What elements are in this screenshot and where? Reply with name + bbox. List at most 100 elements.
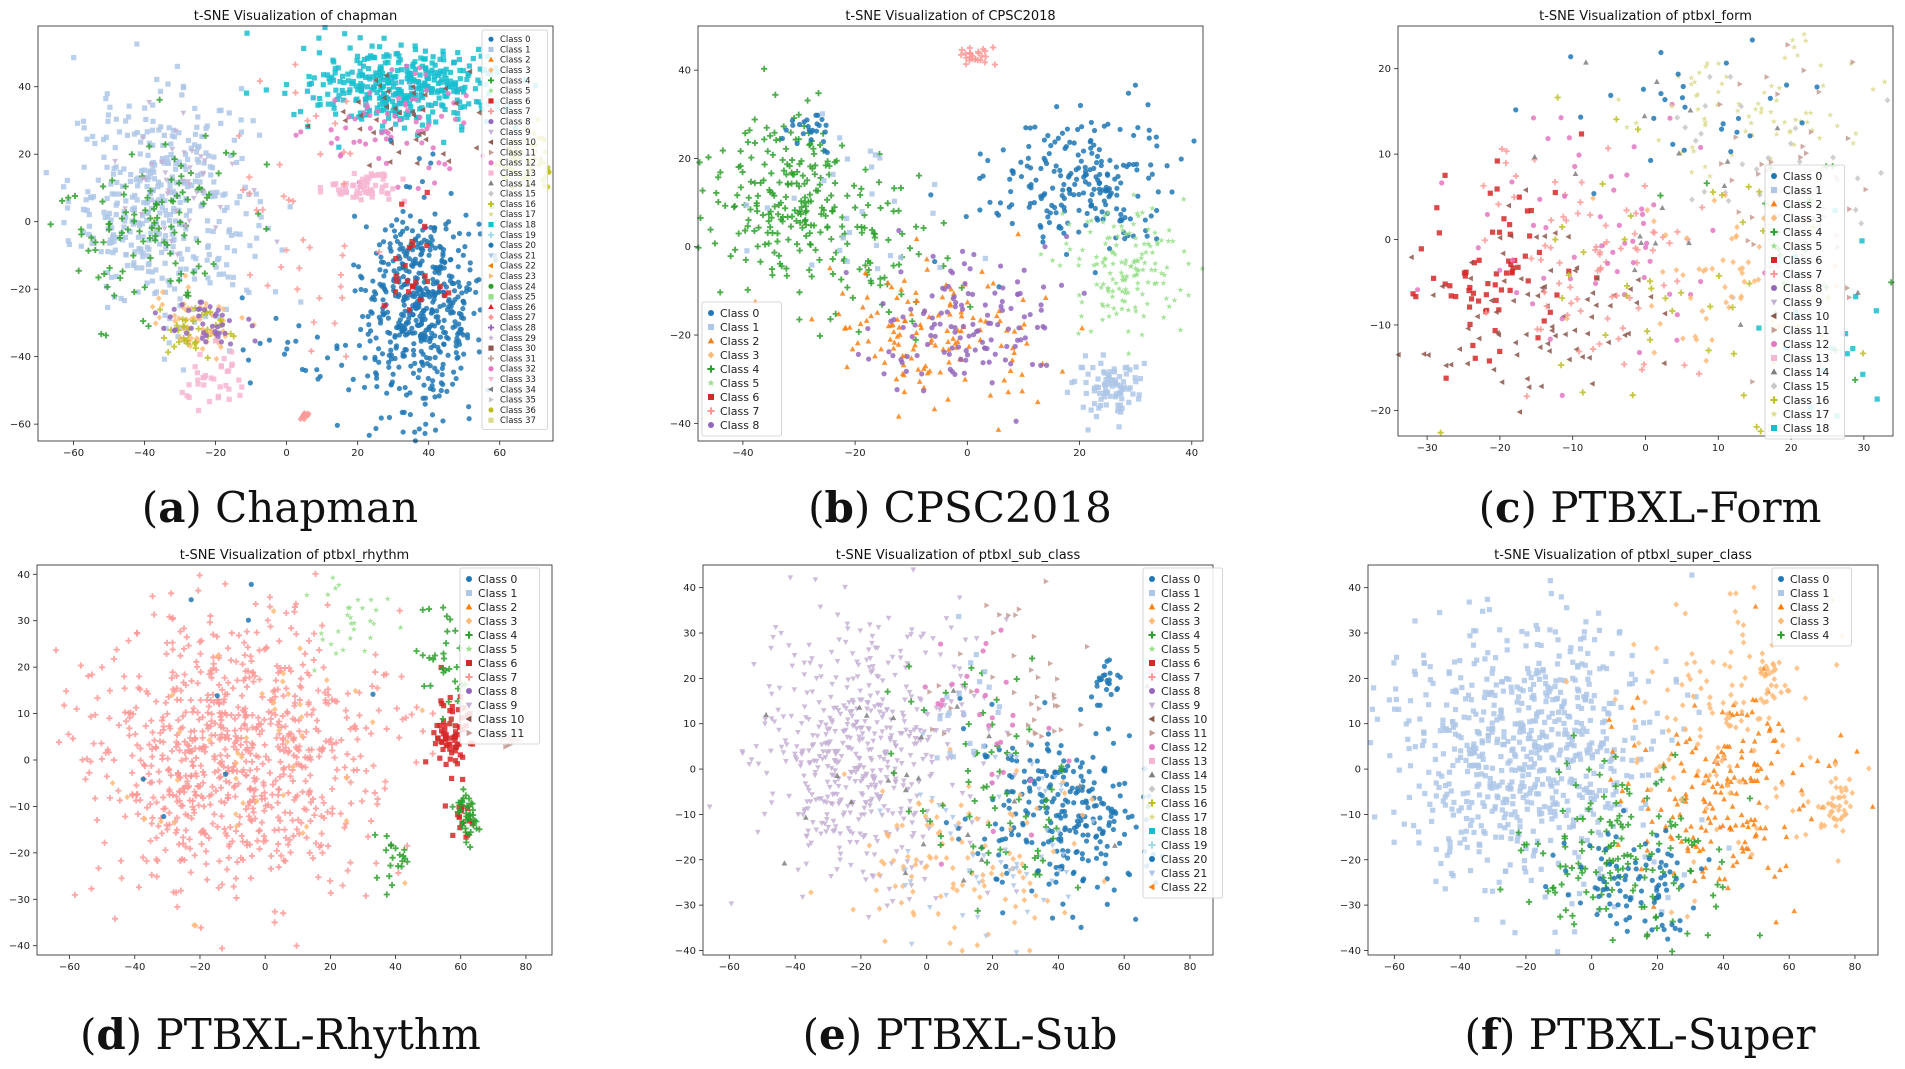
data-point xyxy=(1142,249,1150,256)
data-point xyxy=(402,308,408,314)
data-point xyxy=(363,767,370,775)
data-point xyxy=(1133,379,1139,385)
data-point xyxy=(211,699,218,706)
data-point xyxy=(940,219,947,227)
data-point xyxy=(1178,156,1184,162)
data-point xyxy=(817,174,824,182)
data-point xyxy=(393,74,399,80)
data-point xyxy=(128,172,134,178)
data-point xyxy=(381,54,387,60)
data-point xyxy=(185,156,191,163)
data-point xyxy=(291,603,299,611)
data-point xyxy=(1487,190,1493,196)
data-point xyxy=(1087,328,1095,335)
panel-chapman: t-SNE Visualization of chapman−60 −40 −20 0… xyxy=(10,9,554,459)
data-point xyxy=(906,245,914,252)
data-point xyxy=(241,708,248,715)
data-point xyxy=(104,746,112,753)
data-point xyxy=(149,593,156,600)
data-point xyxy=(182,682,190,689)
data-point xyxy=(338,151,344,158)
data-point xyxy=(314,367,320,373)
data-point xyxy=(1729,177,1736,184)
data-point xyxy=(1098,158,1105,164)
data-point xyxy=(43,170,49,176)
data-point xyxy=(1061,181,1067,188)
data-point xyxy=(1121,298,1128,305)
data-point xyxy=(428,242,435,249)
data-point xyxy=(442,803,448,809)
data-point xyxy=(396,385,402,392)
data-point xyxy=(268,709,275,716)
data-point xyxy=(1051,204,1058,211)
data-point xyxy=(291,702,298,709)
data-point xyxy=(133,177,139,183)
data-point xyxy=(1089,191,1095,198)
data-point xyxy=(465,795,473,802)
data-point xyxy=(331,105,337,111)
data-point xyxy=(380,176,386,182)
data-point xyxy=(385,329,391,335)
data-point xyxy=(381,273,387,279)
data-point xyxy=(1014,279,1021,285)
data-point xyxy=(219,322,226,328)
data-point xyxy=(1673,266,1680,274)
data-point xyxy=(413,119,419,125)
data-point xyxy=(293,754,300,761)
data-point xyxy=(1830,154,1836,161)
data-point xyxy=(1442,172,1448,178)
legend-label: Class 13 xyxy=(500,169,536,179)
data-point xyxy=(808,273,815,280)
data-point xyxy=(403,347,409,353)
data-point xyxy=(814,121,820,127)
data-point xyxy=(233,894,240,902)
data-point xyxy=(372,77,379,83)
data-point xyxy=(330,181,336,187)
data-point xyxy=(1510,297,1516,304)
data-point xyxy=(1594,267,1601,274)
data-point xyxy=(1789,36,1796,43)
data-point xyxy=(229,684,237,692)
data-point xyxy=(169,639,176,646)
legend-marker xyxy=(487,334,495,341)
data-point xyxy=(253,797,260,805)
data-point xyxy=(765,218,772,225)
data-point xyxy=(1414,287,1421,293)
data-point xyxy=(214,823,221,830)
data-point xyxy=(302,764,309,771)
data-point xyxy=(377,66,383,72)
data-point xyxy=(419,122,425,128)
legend-label: Class 12 xyxy=(500,159,536,169)
data-point xyxy=(1066,186,1072,192)
data-point xyxy=(460,776,466,783)
data-point xyxy=(396,734,403,741)
data-point xyxy=(1573,264,1580,271)
data-point xyxy=(281,351,288,357)
data-point xyxy=(315,874,322,881)
data-point xyxy=(980,173,986,179)
data-point xyxy=(1578,179,1585,186)
data-point xyxy=(438,380,444,386)
data-point xyxy=(402,880,408,887)
data-point xyxy=(453,375,459,382)
data-point xyxy=(147,187,154,194)
data-point xyxy=(1091,385,1097,391)
data-point xyxy=(171,156,178,163)
data-point xyxy=(143,116,149,123)
data-point xyxy=(292,744,300,751)
data-point xyxy=(885,236,892,244)
data-point xyxy=(256,77,264,85)
data-point xyxy=(1808,129,1815,136)
data-point xyxy=(1088,137,1094,144)
data-point xyxy=(222,330,228,337)
data-point xyxy=(220,328,227,335)
data-point xyxy=(256,647,263,654)
data-point xyxy=(820,207,827,214)
data-point xyxy=(854,340,861,346)
data-point xyxy=(1093,413,1100,420)
data-point xyxy=(1537,344,1543,351)
data-point xyxy=(299,788,306,796)
data-point xyxy=(400,219,406,225)
data-point xyxy=(120,191,127,198)
data-point xyxy=(207,304,213,310)
